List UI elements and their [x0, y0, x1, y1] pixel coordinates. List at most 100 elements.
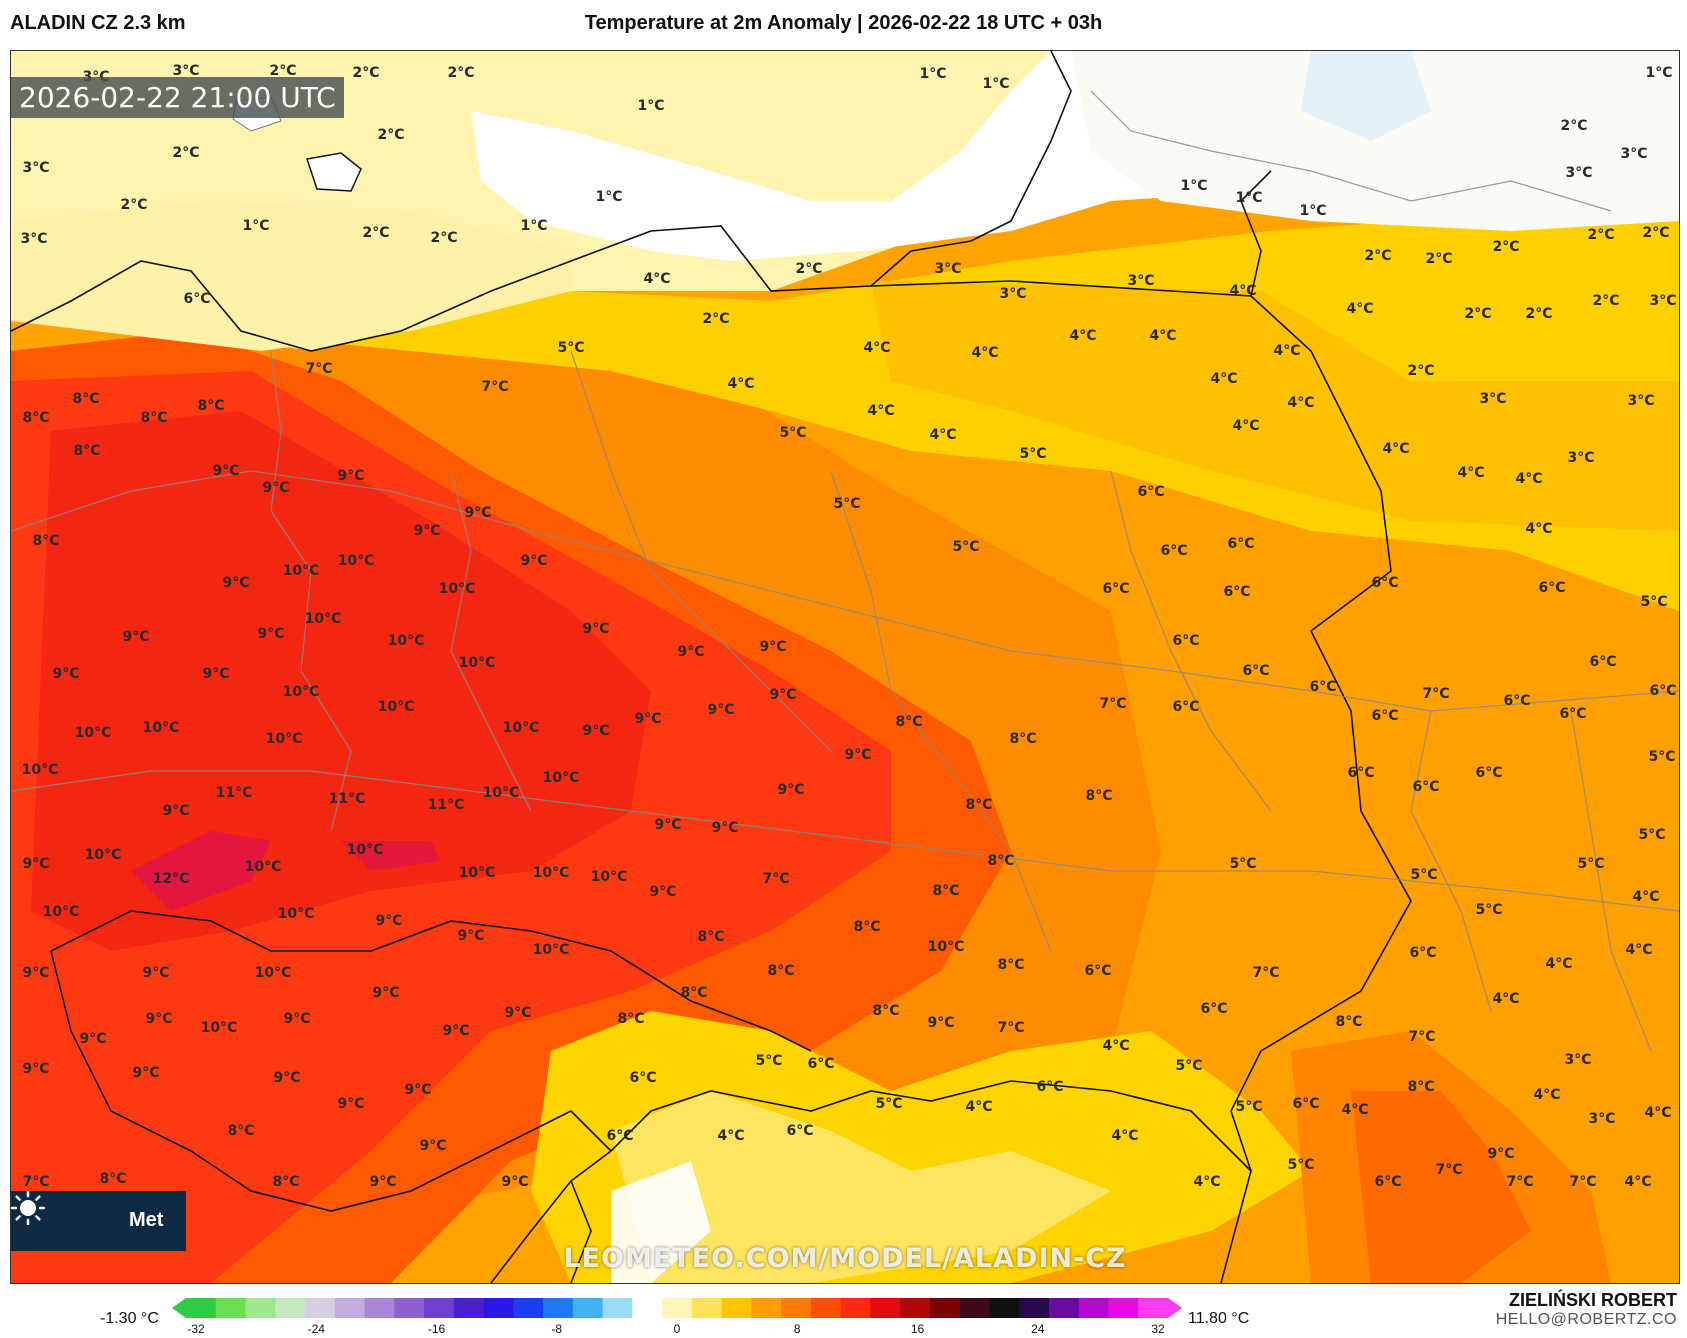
temperature-label: 9°C	[79, 1031, 107, 1047]
temperature-label: 4°C	[1525, 521, 1553, 537]
temperature-label: 11°C	[427, 797, 465, 813]
temperature-label: 9°C	[769, 687, 797, 703]
temperature-label: 2°C	[1525, 306, 1553, 322]
temperature-label: 6°C	[1227, 536, 1255, 552]
colorbar-swatch	[186, 1298, 217, 1318]
temperature-label: 6°C	[1242, 663, 1270, 679]
temperature-label: 3°C	[1127, 273, 1155, 289]
temperature-label: 9°C	[262, 480, 290, 496]
temperature-label: 7°C	[1422, 686, 1450, 702]
temperature-label: 9°C	[22, 856, 50, 872]
temperature-label: 9°C	[759, 639, 787, 655]
temperature-label: 1°C	[1180, 178, 1208, 194]
temperature-label: 10°C	[282, 563, 320, 579]
temperature-label: 3°C	[999, 286, 1027, 302]
temperature-label: 4°C	[1232, 418, 1260, 434]
temperature-label: 4°C	[965, 1099, 993, 1115]
temperature-label: 10°C	[142, 720, 180, 736]
temperature-label: 2°C	[430, 230, 458, 246]
temperature-label: 4°C	[1273, 343, 1301, 359]
temperature-label: 2°C	[172, 145, 200, 161]
temperature-label: 4°C	[1102, 1038, 1130, 1054]
temperature-label: 9°C	[520, 553, 548, 569]
temperature-label: 7°C	[305, 361, 333, 377]
colorbar-swatch	[483, 1298, 514, 1318]
temperature-label: 3°C	[1627, 393, 1655, 409]
colorbar-swatch	[721, 1298, 752, 1318]
temperature-label: 4°C	[1210, 371, 1238, 387]
temperature-label: 6°C	[1309, 679, 1337, 695]
author-email: HELLO@ROBERTZ.CO	[1495, 1311, 1677, 1328]
temperature-label: 4°C	[1644, 1105, 1672, 1121]
colorbar-tick: 32	[1151, 1322, 1165, 1336]
temperature-label: 3°C	[1567, 450, 1595, 466]
temperature-label: 2°C	[1425, 251, 1453, 267]
temperature-label: 3°C	[1649, 293, 1677, 309]
temperature-label: 1°C	[1299, 203, 1327, 219]
temperature-label: 8°C	[617, 1011, 645, 1027]
temperature-label: 5°C	[1229, 856, 1257, 872]
temperature-label: 4°C	[1346, 301, 1374, 317]
temperature-label: 9°C	[654, 817, 682, 833]
logo-text: Met	[129, 1209, 164, 1231]
temperature-label: 4°C	[1533, 1087, 1561, 1103]
temperature-label: 4°C	[727, 376, 755, 392]
temperature-label: 2°C	[377, 127, 405, 143]
author-name: ZIELIŃSKI ROBERT	[1508, 1290, 1677, 1310]
temperature-label: 6°C	[606, 1128, 634, 1144]
temperature-label: 6°C	[1292, 1096, 1320, 1112]
temperature-label: 4°C	[1069, 328, 1097, 344]
colorbar-swatch	[275, 1298, 306, 1318]
colorbar-swatch	[810, 1298, 842, 1318]
author-credit: ZIELIŃSKI ROBERT HELLO@ROBERTZ.CO	[1496, 1290, 1677, 1329]
temperature-label: 8°C	[197, 398, 225, 414]
temperature-label: 1°C	[637, 98, 665, 114]
temperature-label: 3°C	[934, 261, 962, 277]
colorbar-tick: -24	[307, 1322, 325, 1336]
temperature-label: 2°C	[1464, 306, 1492, 322]
temperature-label: 6°C	[1371, 575, 1399, 591]
colorbar-swatch	[989, 1298, 1020, 1318]
temperature-label: 6°C	[1084, 963, 1112, 979]
temperature-anomaly-map: 3°C 3°C 2°C 2°C 2°C 1°C 1°C 1°C 1°C 2°C 2°C 3°C 2°C 1…	[10, 50, 1680, 1284]
colorbar-swatch	[572, 1298, 604, 1318]
temperature-label: 5°C	[1475, 902, 1503, 918]
colorbar-swatch	[394, 1298, 425, 1318]
temperature-label: 4°C	[1625, 942, 1653, 958]
temperature-label: 3°C	[1565, 165, 1593, 181]
temperature-label: 9°C	[927, 1015, 955, 1031]
temperature-label: 9°C	[375, 913, 403, 929]
temperature-label: 6°C	[1503, 693, 1531, 709]
temperature-label: 10°C	[337, 553, 375, 569]
colorbar-swatch	[364, 1298, 395, 1318]
temperature-label: 2°C	[1560, 118, 1588, 134]
temperature-label: 9°C	[337, 468, 365, 484]
temperature-label: 9°C	[142, 965, 170, 981]
colorbar-tick: 0	[673, 1322, 681, 1336]
temperature-label: 2°C	[362, 225, 390, 241]
temperature-label: 10°C	[542, 770, 580, 786]
temperature-label: 9°C	[369, 1174, 397, 1190]
temperature-label: 9°C	[337, 1096, 365, 1112]
temperature-label: 5°C	[1235, 1099, 1263, 1115]
temperature-label: 8°C	[987, 853, 1015, 869]
temperature-label: 10°C	[74, 725, 112, 741]
temperature-label: 2°C	[1587, 227, 1615, 243]
temperature-label: 10°C	[244, 859, 282, 875]
temperature-label: 9°C	[202, 666, 230, 682]
temperature-label: 4°C	[1287, 395, 1315, 411]
temperature-label: 2°C	[702, 311, 730, 327]
temperature-label: 4°C	[867, 403, 895, 419]
temperature-label: 6°C	[807, 1056, 835, 1072]
temperature-label: 4°C	[643, 271, 671, 287]
temperature-label: 5°C	[1019, 446, 1047, 462]
temperature-label: 6°C	[1371, 708, 1399, 724]
colorbar-tick: -8	[551, 1322, 563, 1336]
colorbar-swatch	[602, 1298, 633, 1318]
temperature-label: 9°C	[707, 702, 735, 718]
colorbar-swatch	[870, 1298, 901, 1318]
temperature-label: 4°C	[1229, 283, 1257, 299]
map-canvas	[11, 51, 1679, 1283]
temperature-label: 5°C	[1640, 594, 1668, 610]
temperature-label: 10°C	[927, 939, 965, 955]
